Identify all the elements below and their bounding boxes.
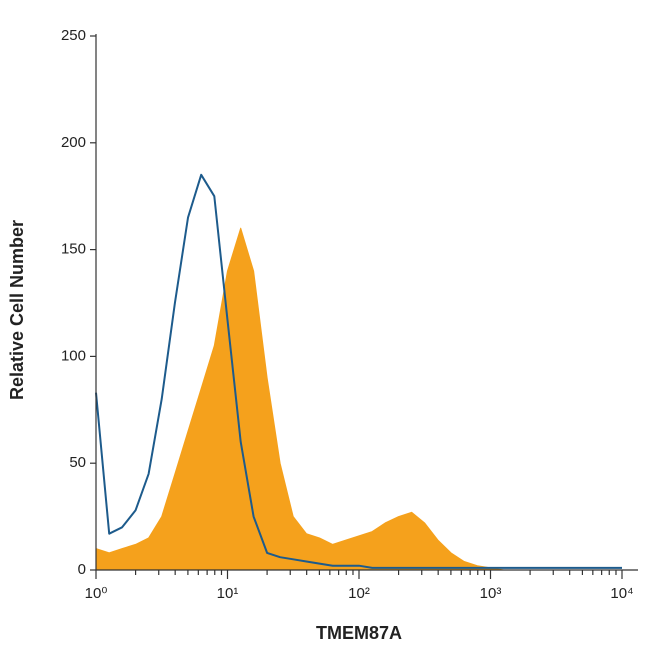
x-axis-title: TMEM87A [316,623,402,643]
y-tick-label: 250 [61,27,86,44]
y-tick-label: 0 [78,561,86,578]
y-tick-label: 50 [69,454,86,471]
x-tick-label: 10⁴ [610,585,633,602]
y-tick-label: 200 [61,134,86,151]
y-tick-label: 150 [61,241,86,258]
x-tick-label: 10¹ [217,585,239,602]
x-tick-label: 10² [348,585,370,602]
y-tick-label: 100 [61,347,86,364]
x-tick-label: 10⁰ [85,585,108,602]
x-tick-label: 10³ [480,585,502,602]
area-fill [96,228,622,570]
histogram-line [95,173,622,569]
y-axis-title: Relative Cell Number [7,220,27,400]
